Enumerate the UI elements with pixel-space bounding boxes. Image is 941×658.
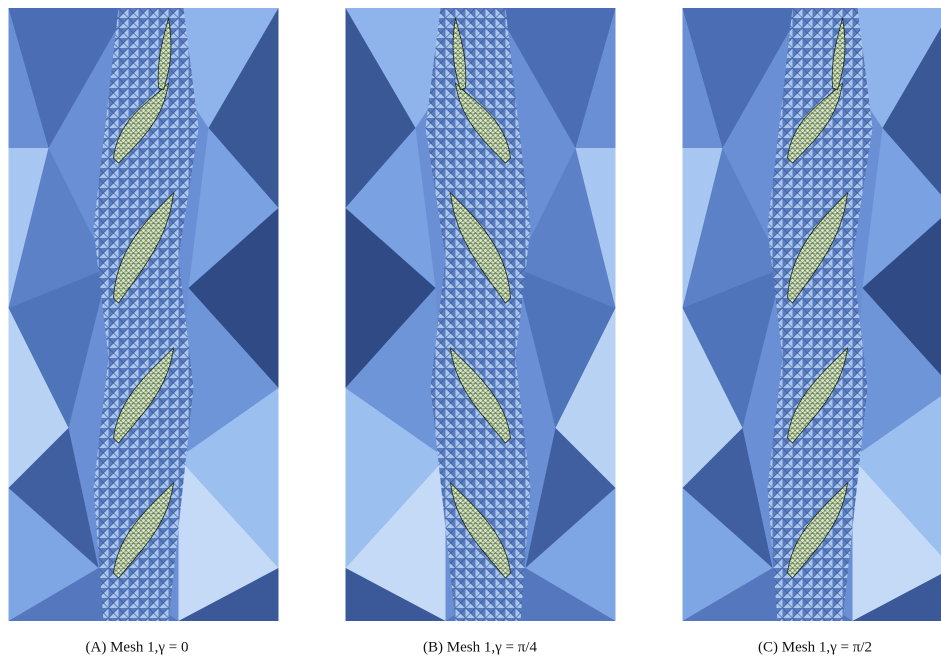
caption: (C) Mesh 1,γ = π/2 bbox=[758, 639, 872, 655]
caption: (A) Mesh 1,γ = 0 bbox=[86, 639, 189, 655]
mesh-image-c bbox=[683, 8, 941, 621]
mesh-image-b bbox=[346, 8, 616, 621]
figure: (A) Mesh 1,γ = 0 (B) Mesh 1,γ = π/4 (C) … bbox=[0, 0, 941, 658]
mesh-image-a bbox=[9, 8, 279, 621]
caption: (B) Mesh 1,γ = π/4 bbox=[423, 639, 537, 655]
